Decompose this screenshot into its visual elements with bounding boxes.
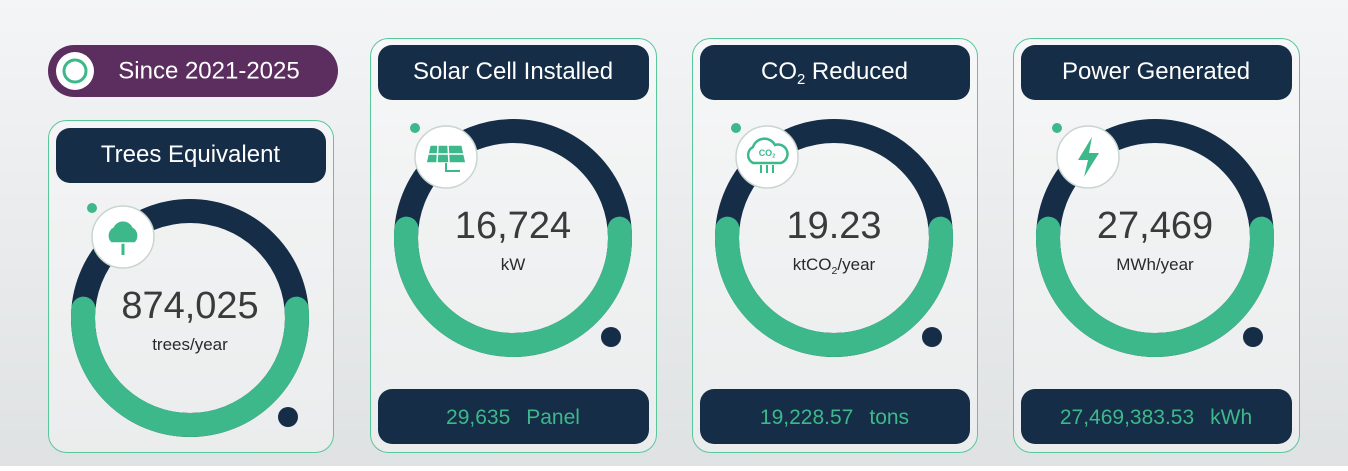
- card-title: Power Generated: [1062, 58, 1250, 85]
- card-title: Trees Equivalent: [101, 141, 281, 168]
- stat-unit-part: kW: [501, 255, 526, 274]
- card-footer: [700, 389, 970, 444]
- footer-text: 19,228.57 tons: [760, 406, 909, 429]
- stat-value: 27,469: [1097, 205, 1213, 247]
- gauge-dot-navy: [922, 327, 942, 347]
- gauge-dot-navy: [601, 327, 621, 347]
- cards: Trees Equivalent 874,025 trees/year Solar C…: [48, 38, 1300, 453]
- panel-plug: [445, 163, 460, 172]
- card-title-part: Power Generated: [1062, 58, 1250, 85]
- gauge-arc: [715, 216, 953, 357]
- gauge-dot-green: [87, 203, 97, 213]
- footer-amount: 19,228.57: [760, 406, 853, 429]
- cloud-arrows: [760, 165, 774, 173]
- stat-unit-part: 2: [832, 265, 838, 277]
- gauge-dot-green: [731, 123, 741, 133]
- card-header: [378, 45, 649, 100]
- card-title: CO2 Reduced: [761, 58, 908, 88]
- card-frame: [48, 120, 334, 453]
- card-title: Solar Cell Installed: [413, 58, 613, 85]
- footer-text: 29,635 Panel: [446, 406, 580, 429]
- card-header: [700, 45, 970, 100]
- card-footer: [1021, 389, 1292, 444]
- stat-unit: trees/year: [152, 335, 228, 354]
- footer-text: 27,469,383.53 kWh: [1060, 406, 1252, 429]
- card-title-part: Solar Cell Installed: [413, 58, 613, 85]
- card-title-part: 2: [797, 72, 805, 88]
- stat-unit: ktCO2/year: [793, 255, 876, 276]
- footer-amount: 27,469,383.53: [1060, 406, 1194, 429]
- gauge-dot-green: [410, 123, 420, 133]
- card-footer: [378, 389, 649, 444]
- card-title-part: Trees Equivalent: [101, 141, 281, 168]
- gauge-arc: [394, 216, 632, 357]
- stat-value: 874,025: [121, 285, 258, 327]
- gauge-arc: [1036, 216, 1274, 358]
- badge-text: Since 2021-2025: [118, 57, 299, 84]
- icon-badge: [735, 125, 799, 189]
- stat-card: Solar Cell Installed 16,724 kW 29,635 Panel: [370, 38, 657, 453]
- gauge-dot-green: [1052, 123, 1062, 133]
- bolt-icon: [1078, 137, 1099, 177]
- period-badge: Since 2021-2025: [48, 45, 338, 97]
- gauge-dot-navy: [278, 407, 298, 427]
- gauge-arc: [71, 296, 309, 437]
- co2-icon-text: CO2: [759, 148, 776, 160]
- card-title-part: Reduced: [805, 58, 908, 85]
- footer-amount: 29,635: [446, 406, 510, 429]
- co2-icon-text-part: CO: [759, 148, 773, 158]
- stat-unit-part: ktCO: [793, 255, 832, 274]
- stat-value: 19.23: [786, 205, 881, 247]
- tree-crown: [107, 219, 139, 244]
- footer-unit: Panel: [526, 406, 580, 429]
- badge-icon-ring: [62, 58, 88, 84]
- card-header: [56, 128, 326, 183]
- card-title-part: CO: [761, 58, 797, 85]
- stat-card: Power Generated 27,469 MWh/year 27,469,383.…: [1013, 38, 1300, 453]
- stat-unit-part: /year: [837, 255, 875, 274]
- cloud-icon: [746, 137, 789, 165]
- badge-icon: [56, 52, 94, 90]
- co2-icon-text-part: 2: [772, 154, 775, 160]
- stat-card: Trees Equivalent 874,025 trees/year: [48, 120, 334, 453]
- gauge-dot-navy: [1243, 327, 1263, 347]
- card-header: [1021, 45, 1292, 100]
- stat-unit: kW: [501, 255, 526, 274]
- footer-unit: kWh: [1210, 406, 1252, 429]
- footer-unit: tons: [869, 406, 909, 429]
- stat-unit: MWh/year: [1116, 255, 1194, 274]
- badge-pill: [48, 45, 338, 97]
- stat-value: 16,724: [455, 205, 571, 247]
- panel-icon: [425, 144, 467, 164]
- stat-unit-part: trees/year: [152, 335, 228, 354]
- stat-unit-part: MWh/year: [1116, 255, 1194, 274]
